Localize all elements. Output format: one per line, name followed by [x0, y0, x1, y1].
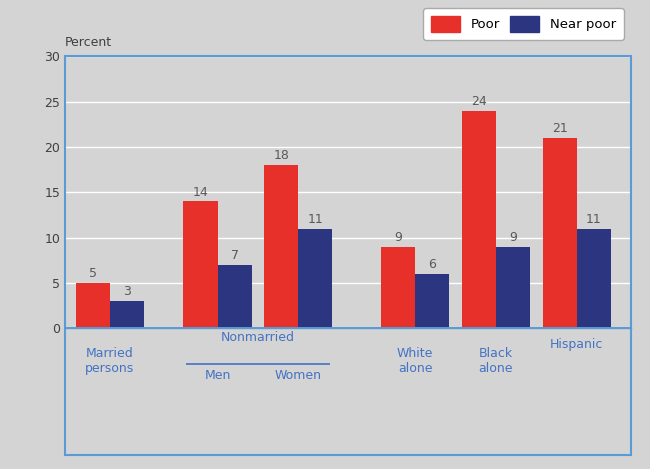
Bar [218, 265, 252, 328]
Text: 18: 18 [274, 149, 289, 162]
Text: Black
alone: Black alone [478, 347, 513, 375]
Bar [496, 247, 530, 328]
Text: Nonmarried: Nonmarried [221, 331, 295, 344]
Bar [298, 228, 333, 328]
Text: 11: 11 [586, 213, 601, 226]
Text: Percent: Percent [65, 36, 112, 49]
Text: 9: 9 [509, 231, 517, 244]
Text: 7: 7 [231, 249, 239, 262]
Text: 21: 21 [552, 122, 567, 135]
Text: Men: Men [204, 369, 231, 382]
Text: 6: 6 [428, 258, 436, 271]
Text: White
alone: White alone [397, 347, 434, 375]
Bar [265, 165, 298, 328]
Text: 11: 11 [307, 213, 323, 226]
Bar [415, 274, 449, 328]
Text: 14: 14 [192, 186, 209, 199]
Bar [65, 56, 630, 328]
Text: 24: 24 [471, 95, 487, 108]
Bar [381, 247, 415, 328]
Text: Married
persons: Married persons [85, 347, 135, 375]
Legend: Poor, Near poor: Poor, Near poor [423, 8, 624, 39]
Bar [76, 283, 110, 328]
Text: Hispanic: Hispanic [550, 339, 603, 351]
Text: Women: Women [275, 369, 322, 382]
Bar [183, 201, 218, 328]
Bar [65, 328, 630, 455]
Text: 3: 3 [123, 285, 131, 298]
Bar [462, 111, 496, 328]
Text: 9: 9 [394, 231, 402, 244]
Text: 5: 5 [89, 267, 97, 280]
Bar [110, 301, 144, 328]
Bar [577, 228, 611, 328]
Bar [543, 138, 577, 328]
